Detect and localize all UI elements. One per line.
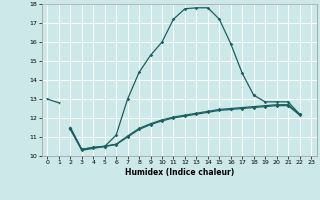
X-axis label: Humidex (Indice chaleur): Humidex (Indice chaleur) <box>124 168 234 177</box>
